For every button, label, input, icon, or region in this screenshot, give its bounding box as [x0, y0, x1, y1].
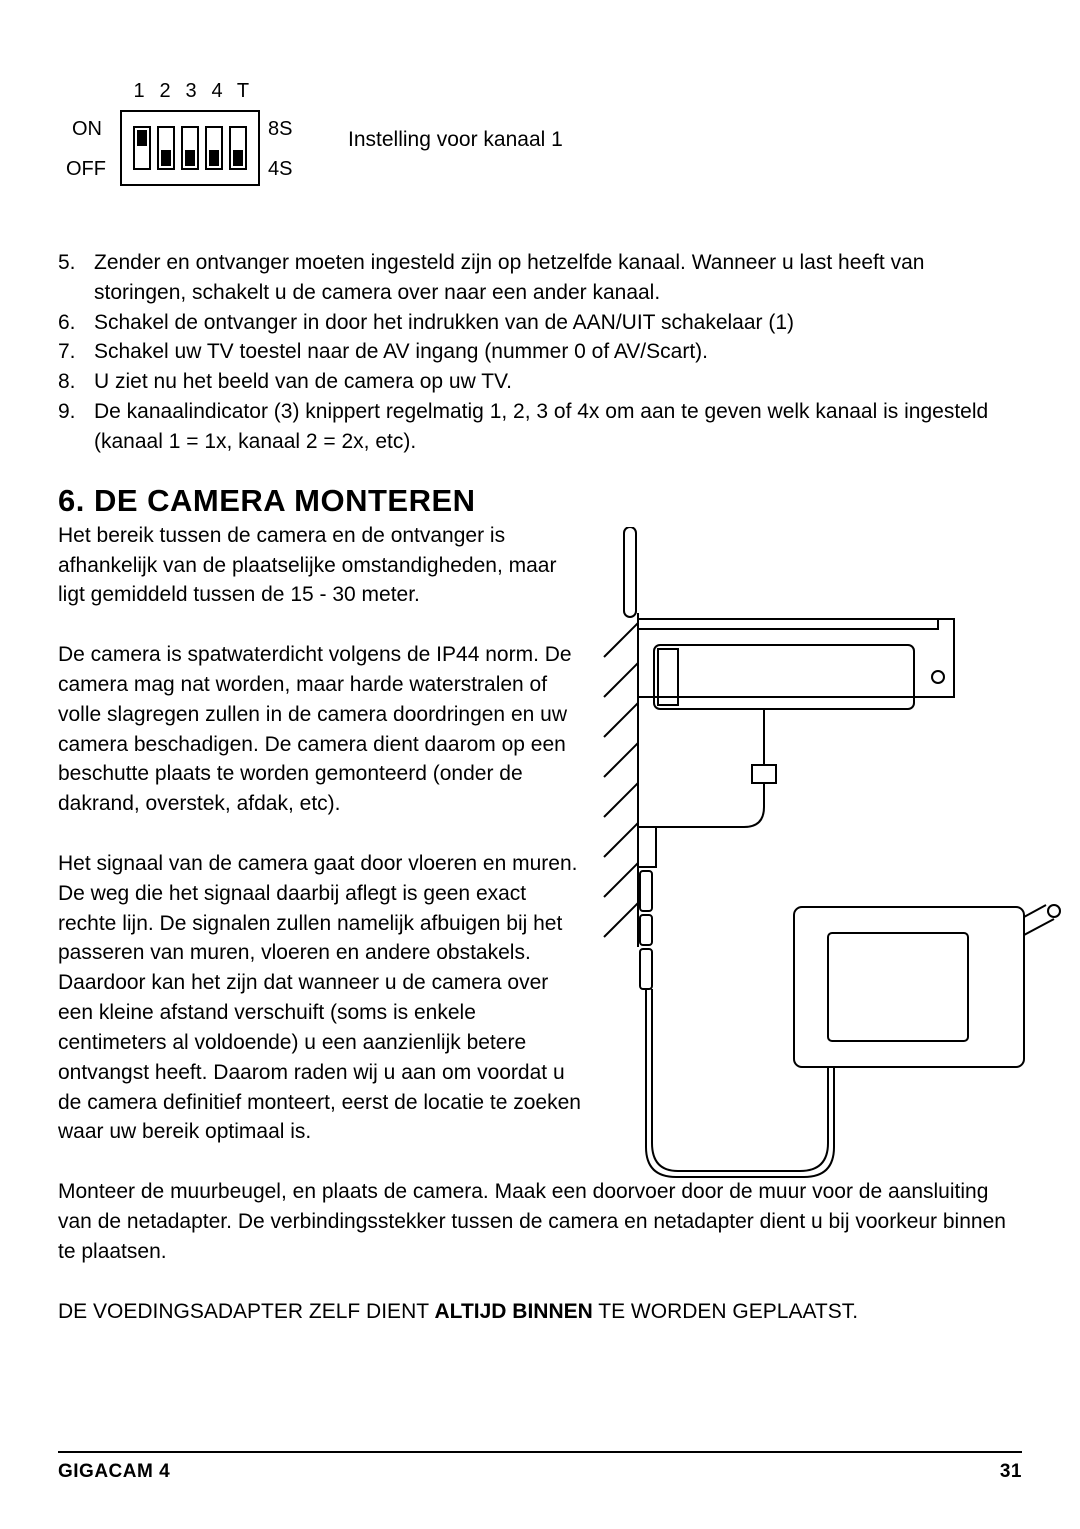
dip-off-label: OFF: [66, 158, 106, 181]
step-text: De kanaalindicator (3) knippert regelmat…: [94, 397, 1022, 457]
step-number: 7.: [58, 337, 94, 367]
dip-switch-1: [133, 126, 151, 170]
step-number: 9.: [58, 397, 94, 457]
section-heading: 6. DE CAMERA MONTEREN: [58, 483, 1022, 519]
dip-top-labels: 1 2 3 4 T: [130, 80, 252, 103]
dip-label-2: 2: [156, 80, 174, 103]
paragraph: De camera is spatwaterdicht volgens de I…: [58, 640, 586, 819]
warning-bold: ALTIJD BINNEN: [435, 1300, 593, 1323]
warning-pre: DE VOEDINGSADAPTER ZELF DIENT: [58, 1300, 435, 1323]
list-item: 6.Schakel de ontvanger in door het indru…: [58, 308, 1022, 338]
step-text: Zender en ontvanger moeten ingesteld zij…: [94, 248, 1022, 308]
camera-illustration: [594, 527, 1070, 1217]
step-text: Schakel de ontvanger in door het indrukk…: [94, 308, 1022, 338]
step-number: 5.: [58, 248, 94, 308]
footer-rule: [58, 1451, 1022, 1453]
list-item: 9.De kanaalindicator (3) knippert regelm…: [58, 397, 1022, 457]
dip-switch-diagram: 1 2 3 4 T ON OFF 8S 4S Instelling voor k…: [58, 80, 1022, 200]
paragraph: Het signaal van de camera gaat door vloe…: [58, 849, 586, 1147]
warning-post: TE WORDEN GEPLAATST.: [593, 1300, 858, 1323]
dip-label-T: T: [234, 80, 252, 103]
dip-switch-block: 1 2 3 4 T ON OFF 8S 4S: [58, 80, 308, 200]
paragraph: Het bereik tussen de camera en de ontvan…: [58, 521, 586, 610]
page-footer: GIGACAM 4 31: [58, 1451, 1022, 1483]
steps-list: 5.Zender en ontvanger moeten ingesteld z…: [58, 248, 1022, 457]
dip-4s-label: 4S: [268, 158, 292, 181]
list-item: 8.U ziet nu het beeld van de camera op u…: [58, 367, 1022, 397]
power-adapter-warning: DE VOEDINGSADAPTER ZELF DIENT ALTIJD BIN…: [58, 1297, 1022, 1327]
step-number: 8.: [58, 367, 94, 397]
dip-caption: Instelling voor kanaal 1: [348, 128, 563, 152]
list-item: 7.Schakel uw TV toestel naar de AV ingan…: [58, 337, 1022, 367]
dip-label-1: 1: [130, 80, 148, 103]
dip-label-4: 4: [208, 80, 226, 103]
step-text: Schakel uw TV toestel naar de AV ingang …: [94, 337, 1022, 367]
dip-label-3: 3: [182, 80, 200, 103]
dip-switch-box: [120, 110, 260, 186]
list-item: 5.Zender en ontvanger moeten ingesteld z…: [58, 248, 1022, 308]
body-text-column: Het bereik tussen de camera en de ontvan…: [58, 521, 586, 1147]
dip-switch-3: [181, 126, 199, 170]
step-text: U ziet nu het beeld van de camera op uw …: [94, 367, 1022, 397]
step-number: 6.: [58, 308, 94, 338]
footer-page-number: 31: [1000, 1461, 1022, 1483]
dip-switch-2: [157, 126, 175, 170]
dip-switch-4: [205, 126, 223, 170]
dip-8s-label: 8S: [268, 118, 292, 141]
dip-on-label: ON: [72, 118, 102, 141]
footer-product-name: GIGACAM 4: [58, 1461, 170, 1483]
dip-switch-T: [229, 126, 247, 170]
